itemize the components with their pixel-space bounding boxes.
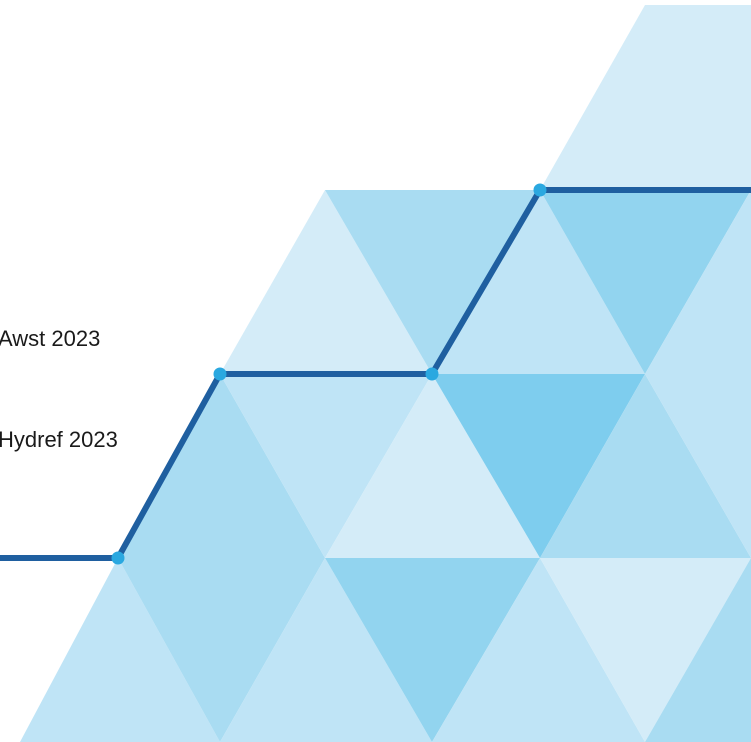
- triangle-r2-c: [325, 374, 540, 558]
- triangle-r2-b: [220, 374, 432, 558]
- step-line-path: [0, 187, 751, 561]
- triangle-r3-e: [432, 558, 645, 742]
- step-node-dot: [213, 367, 227, 381]
- triangle-r2-f: [645, 374, 751, 558]
- triangle-r1-c: [432, 190, 645, 374]
- date-label-august: Awst 2023: [0, 326, 101, 351]
- triangle-r2-d: [432, 374, 645, 558]
- triangle-r1-e: [645, 190, 751, 374]
- step-node-dot: [111, 551, 125, 565]
- triangle-r3-a: [20, 558, 220, 742]
- triangle-r1-d: [540, 190, 751, 374]
- triangle-r3-g: [645, 558, 751, 742]
- step-node-dot: [425, 367, 439, 381]
- triangle-r3-c: [220, 558, 432, 742]
- triangle-r3-f: [540, 558, 751, 742]
- triangle-r3-b: [118, 558, 325, 742]
- stepped-line: [0, 183, 751, 565]
- triangle-r1-a: [220, 190, 432, 374]
- triangle-r2-a: [118, 374, 325, 558]
- triangle-r3-d: [325, 558, 540, 742]
- date-label-october: Hydref 2023: [0, 427, 118, 452]
- triangle-r2-e: [540, 374, 751, 558]
- triangle-top-band: [540, 5, 751, 190]
- triangle-mosaic: [20, 5, 751, 742]
- step-node-dot: [533, 183, 547, 197]
- triangle-r1-b: [325, 190, 540, 374]
